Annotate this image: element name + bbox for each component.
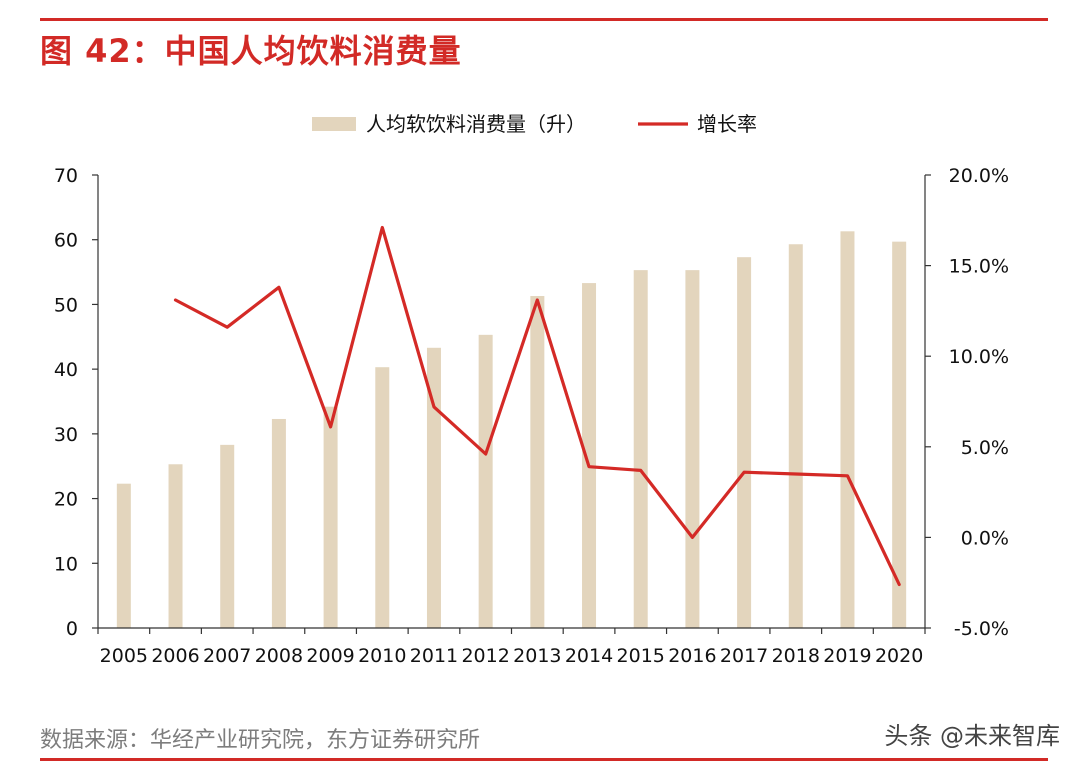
bar-2016 bbox=[685, 270, 700, 628]
x-tick-label: 2014 bbox=[565, 645, 613, 667]
bar-2019 bbox=[840, 231, 855, 628]
x-tick-label: 2020 bbox=[875, 645, 923, 667]
bar-2015 bbox=[633, 270, 648, 628]
x-tick-label: 2019 bbox=[823, 645, 871, 667]
bar-2009 bbox=[323, 406, 338, 628]
bar-2010 bbox=[375, 367, 390, 628]
left-tick-label: 30 bbox=[54, 424, 78, 446]
bar-2006 bbox=[168, 464, 183, 628]
bar-2005 bbox=[116, 483, 131, 628]
left-tick-label: 60 bbox=[54, 230, 78, 252]
x-tick-label: 2015 bbox=[617, 645, 665, 667]
bar-2013 bbox=[530, 296, 545, 628]
x-tick-label: 2016 bbox=[668, 645, 716, 667]
x-tick-label: 2007 bbox=[203, 645, 251, 667]
left-tick-label: 70 bbox=[54, 165, 78, 187]
line-series bbox=[173, 225, 901, 587]
left-tick-label: 20 bbox=[54, 489, 78, 511]
x-tick-label: 2017 bbox=[720, 645, 768, 667]
x-tick-label: 2010 bbox=[358, 645, 406, 667]
x-tick-label: 2013 bbox=[513, 645, 561, 667]
left-tick-label: 40 bbox=[54, 359, 78, 381]
x-tick-label: 2005 bbox=[100, 645, 148, 667]
bar-2018 bbox=[788, 244, 803, 628]
legend: 人均软饮料消费量（升） 增长率 bbox=[312, 112, 757, 136]
source-note: 数据来源：华经产业研究院，东方证券研究所 bbox=[40, 728, 481, 753]
figure-title: 图 42：中国人均饮料消费量 bbox=[40, 32, 462, 70]
x-tick-label: 2006 bbox=[151, 645, 199, 667]
legend-line-label: 增长率 bbox=[697, 112, 757, 136]
right-tick-label: 0.0% bbox=[961, 527, 1009, 549]
x-tick-label: 2009 bbox=[306, 645, 354, 667]
x-tick-label: 2018 bbox=[772, 645, 820, 667]
right-tick-label: 10.0% bbox=[949, 346, 1009, 368]
legend-bar-swatch bbox=[312, 117, 356, 131]
right-tick-label: 5.0% bbox=[961, 437, 1009, 459]
left-tick-label: 10 bbox=[54, 553, 78, 575]
bar-2012 bbox=[478, 334, 493, 628]
bar-2020 bbox=[892, 241, 907, 629]
bar-2011 bbox=[426, 347, 441, 628]
x-tick-label: 2012 bbox=[461, 645, 509, 667]
x-tick-label: 2008 bbox=[255, 645, 303, 667]
bar-2014 bbox=[582, 283, 597, 628]
left-tick-label: 0 bbox=[66, 618, 78, 640]
right-tick-label: -5.0% bbox=[954, 618, 1009, 640]
right-tick-label: 15.0% bbox=[949, 256, 1009, 278]
legend-bar-label: 人均软饮料消费量（升） bbox=[366, 112, 586, 136]
bottom-rule bbox=[40, 758, 1048, 761]
bar-2017 bbox=[737, 257, 752, 628]
bar-2007 bbox=[220, 444, 235, 628]
left-tick-label: 50 bbox=[54, 294, 78, 316]
x-tick-label: 2011 bbox=[410, 645, 458, 667]
bar-series bbox=[116, 231, 907, 629]
watermark: 头条 @未来智库 bbox=[884, 722, 1060, 750]
bar-2008 bbox=[271, 418, 286, 628]
axes: 0 10 20 30 40 50 60 70 -5.0% 0.0% 5.0% 10.0% 15.0% 20… bbox=[54, 165, 1009, 667]
top-rule bbox=[40, 18, 1048, 21]
right-tick-label: 20.0% bbox=[949, 165, 1009, 187]
